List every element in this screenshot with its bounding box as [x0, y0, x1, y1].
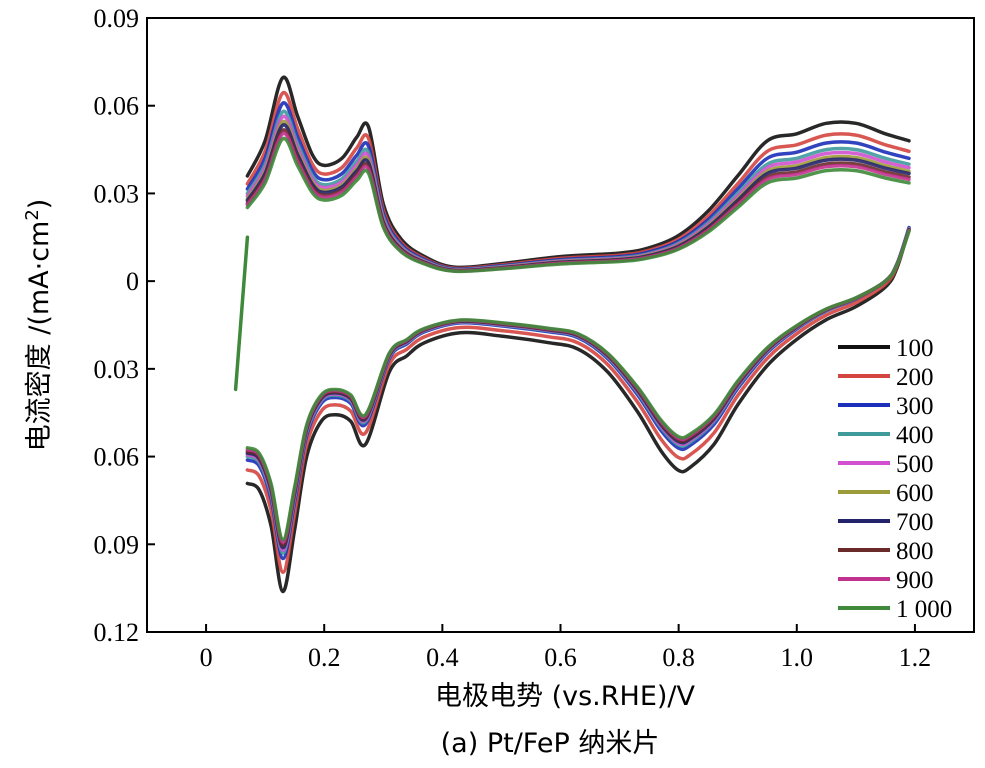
x-tick-label: 1.0	[781, 643, 814, 672]
cathodic-sweep	[245, 226, 911, 594]
legend-label: 700	[896, 509, 934, 536]
initial-segment	[233, 235, 250, 392]
series-10-line	[245, 136, 911, 542]
x-axis-ticks: 0 0.2 0.4 0.6 0.8 1.0 1.2	[200, 624, 932, 672]
x-tick-label: 0.2	[308, 643, 341, 672]
y-tick-label: 0.03	[94, 179, 140, 208]
y-tick-label: 0.03	[94, 355, 140, 384]
y-axis-ticks: 0.09 0.06 0.03 0 0.03 0.06 0.09 0.12	[94, 4, 155, 647]
y-tick-label: 0.09	[94, 530, 140, 559]
y-tick-label: 0.12	[94, 618, 140, 647]
legend-label: 500	[896, 451, 934, 478]
x-tick-label: 0.6	[544, 643, 577, 672]
y-axis-title-superscript: 2	[22, 209, 43, 220]
cathodic-sweep	[245, 229, 911, 542]
legend-label: 200	[896, 364, 934, 391]
y-tick-label: 0	[126, 267, 139, 296]
legend-label: 100	[896, 335, 934, 362]
x-tick-label: 0.8	[662, 643, 695, 672]
legend-label: 800	[896, 538, 934, 565]
y-axis-title: 电流密度 /(mA·cm2)	[22, 199, 55, 452]
y-axis-title-close: )	[24, 199, 55, 210]
legend-label: 1 000	[896, 596, 952, 623]
y-tick-label: 0.06	[94, 443, 140, 472]
anodic-sweep	[245, 136, 911, 274]
x-tick-label: 0.4	[426, 643, 459, 672]
x-tick-label: 0	[200, 643, 213, 672]
figure-caption: (a) Pt/FeP 纳米片	[441, 728, 660, 759]
x-tick-label: 1.2	[899, 643, 932, 672]
legend-label: 600	[896, 480, 934, 507]
cathodic-sweep	[245, 226, 911, 575]
legend-label: 900	[896, 567, 934, 594]
plot-lines	[233, 75, 911, 594]
y-tick-label: 0.06	[94, 92, 140, 121]
legend-label: 400	[896, 422, 934, 449]
x-axis-title: 电极电势 (vs.RHE)/V	[435, 681, 695, 712]
y-axis-title-main: 电流密度 /(mA·cm	[24, 221, 55, 452]
y-tick-label: 0.09	[94, 4, 140, 33]
legend-label: 300	[896, 393, 934, 420]
